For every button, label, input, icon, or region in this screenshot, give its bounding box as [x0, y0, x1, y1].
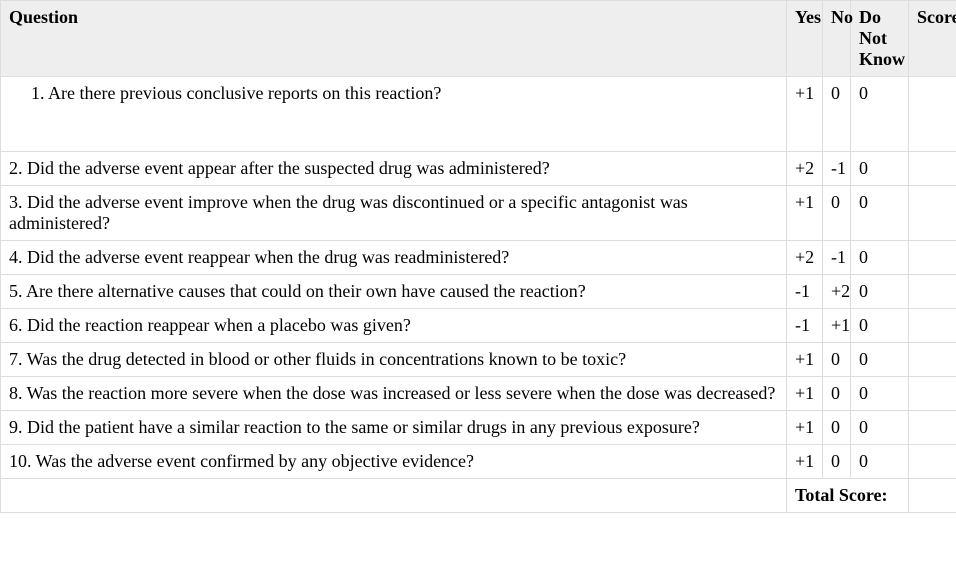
no-cell: -1	[823, 152, 851, 186]
table-row: 7. Was the drug detected in blood or oth…	[1, 343, 956, 377]
score-cell[interactable]	[909, 343, 956, 377]
score-cell[interactable]	[909, 411, 956, 445]
question-cell: 9. Did the patient have a similar reacti…	[1, 411, 787, 445]
question-text: 1. Are there previous conclusive reports…	[9, 83, 778, 104]
question-cell: 1. Are there previous conclusive reports…	[1, 77, 787, 152]
no-cell: 0	[823, 77, 851, 152]
table-row: 3. Did the adverse event improve when th…	[1, 186, 956, 241]
yes-cell: +1	[787, 377, 823, 411]
question-cell: 8. Was the reaction more severe when the…	[1, 377, 787, 411]
score-cell[interactable]	[909, 377, 956, 411]
no-cell: +1	[823, 309, 851, 343]
dnk-cell: 0	[851, 411, 909, 445]
total-score-label: Total Score:	[787, 479, 909, 513]
no-cell: 0	[823, 343, 851, 377]
header-row: Question Yes No Do Not Know Score	[1, 1, 956, 77]
dnk-cell: 0	[851, 343, 909, 377]
yes-cell: +1	[787, 186, 823, 241]
table-row: 10. Was the adverse event confirmed by a…	[1, 445, 956, 479]
total-spacer	[1, 479, 787, 513]
score-cell[interactable]	[909, 186, 956, 241]
yes-cell: +1	[787, 445, 823, 479]
score-cell[interactable]	[909, 309, 956, 343]
total-score-cell[interactable]	[909, 479, 956, 513]
dnk-cell: 0	[851, 377, 909, 411]
score-cell[interactable]	[909, 77, 956, 152]
col-header-score: Score	[909, 1, 956, 77]
total-row: Total Score:	[1, 479, 956, 513]
score-cell[interactable]	[909, 445, 956, 479]
yes-cell: -1	[787, 275, 823, 309]
score-cell[interactable]	[909, 241, 956, 275]
no-cell: 0	[823, 445, 851, 479]
question-cell: 3. Did the adverse event improve when th…	[1, 186, 787, 241]
table-row: 6. Did the reaction reappear when a plac…	[1, 309, 956, 343]
dnk-cell: 0	[851, 445, 909, 479]
yes-cell: +1	[787, 411, 823, 445]
dnk-cell: 0	[851, 186, 909, 241]
dnk-cell: 0	[851, 309, 909, 343]
question-cell: 10. Was the adverse event confirmed by a…	[1, 445, 787, 479]
question-cell: 2. Did the adverse event appear after th…	[1, 152, 787, 186]
question-cell: 7. Was the drug detected in blood or oth…	[1, 343, 787, 377]
no-cell: +2	[823, 275, 851, 309]
table-row: 2. Did the adverse event appear after th…	[1, 152, 956, 186]
no-cell: 0	[823, 186, 851, 241]
yes-cell: +1	[787, 77, 823, 152]
yes-cell: +2	[787, 152, 823, 186]
question-cell: 4. Did the adverse event reappear when t…	[1, 241, 787, 275]
table-row: 5. Are there alternative causes that cou…	[1, 275, 956, 309]
dnk-cell: 0	[851, 241, 909, 275]
col-header-yes: Yes	[787, 1, 823, 77]
naranjo-scale-table: Question Yes No Do Not Know Score 1. Are…	[0, 0, 956, 513]
question-cell: 6. Did the reaction reappear when a plac…	[1, 309, 787, 343]
score-cell[interactable]	[909, 152, 956, 186]
table-row: 9. Did the patient have a similar reacti…	[1, 411, 956, 445]
table-row: 8. Was the reaction more severe when the…	[1, 377, 956, 411]
yes-cell: +2	[787, 241, 823, 275]
dnk-cell: 0	[851, 152, 909, 186]
table-row: 4. Did the adverse event reappear when t…	[1, 241, 956, 275]
col-header-no: No	[823, 1, 851, 77]
dnk-cell: 0	[851, 275, 909, 309]
yes-cell: +1	[787, 343, 823, 377]
no-cell: 0	[823, 377, 851, 411]
dnk-cell: 0	[851, 77, 909, 152]
yes-cell: -1	[787, 309, 823, 343]
no-cell: 0	[823, 411, 851, 445]
question-cell: 5. Are there alternative causes that cou…	[1, 275, 787, 309]
col-header-donotknow: Do Not Know	[851, 1, 909, 77]
no-cell: -1	[823, 241, 851, 275]
col-header-question: Question	[1, 1, 787, 77]
score-cell[interactable]	[909, 275, 956, 309]
table-row: 1. Are there previous conclusive reports…	[1, 77, 956, 152]
